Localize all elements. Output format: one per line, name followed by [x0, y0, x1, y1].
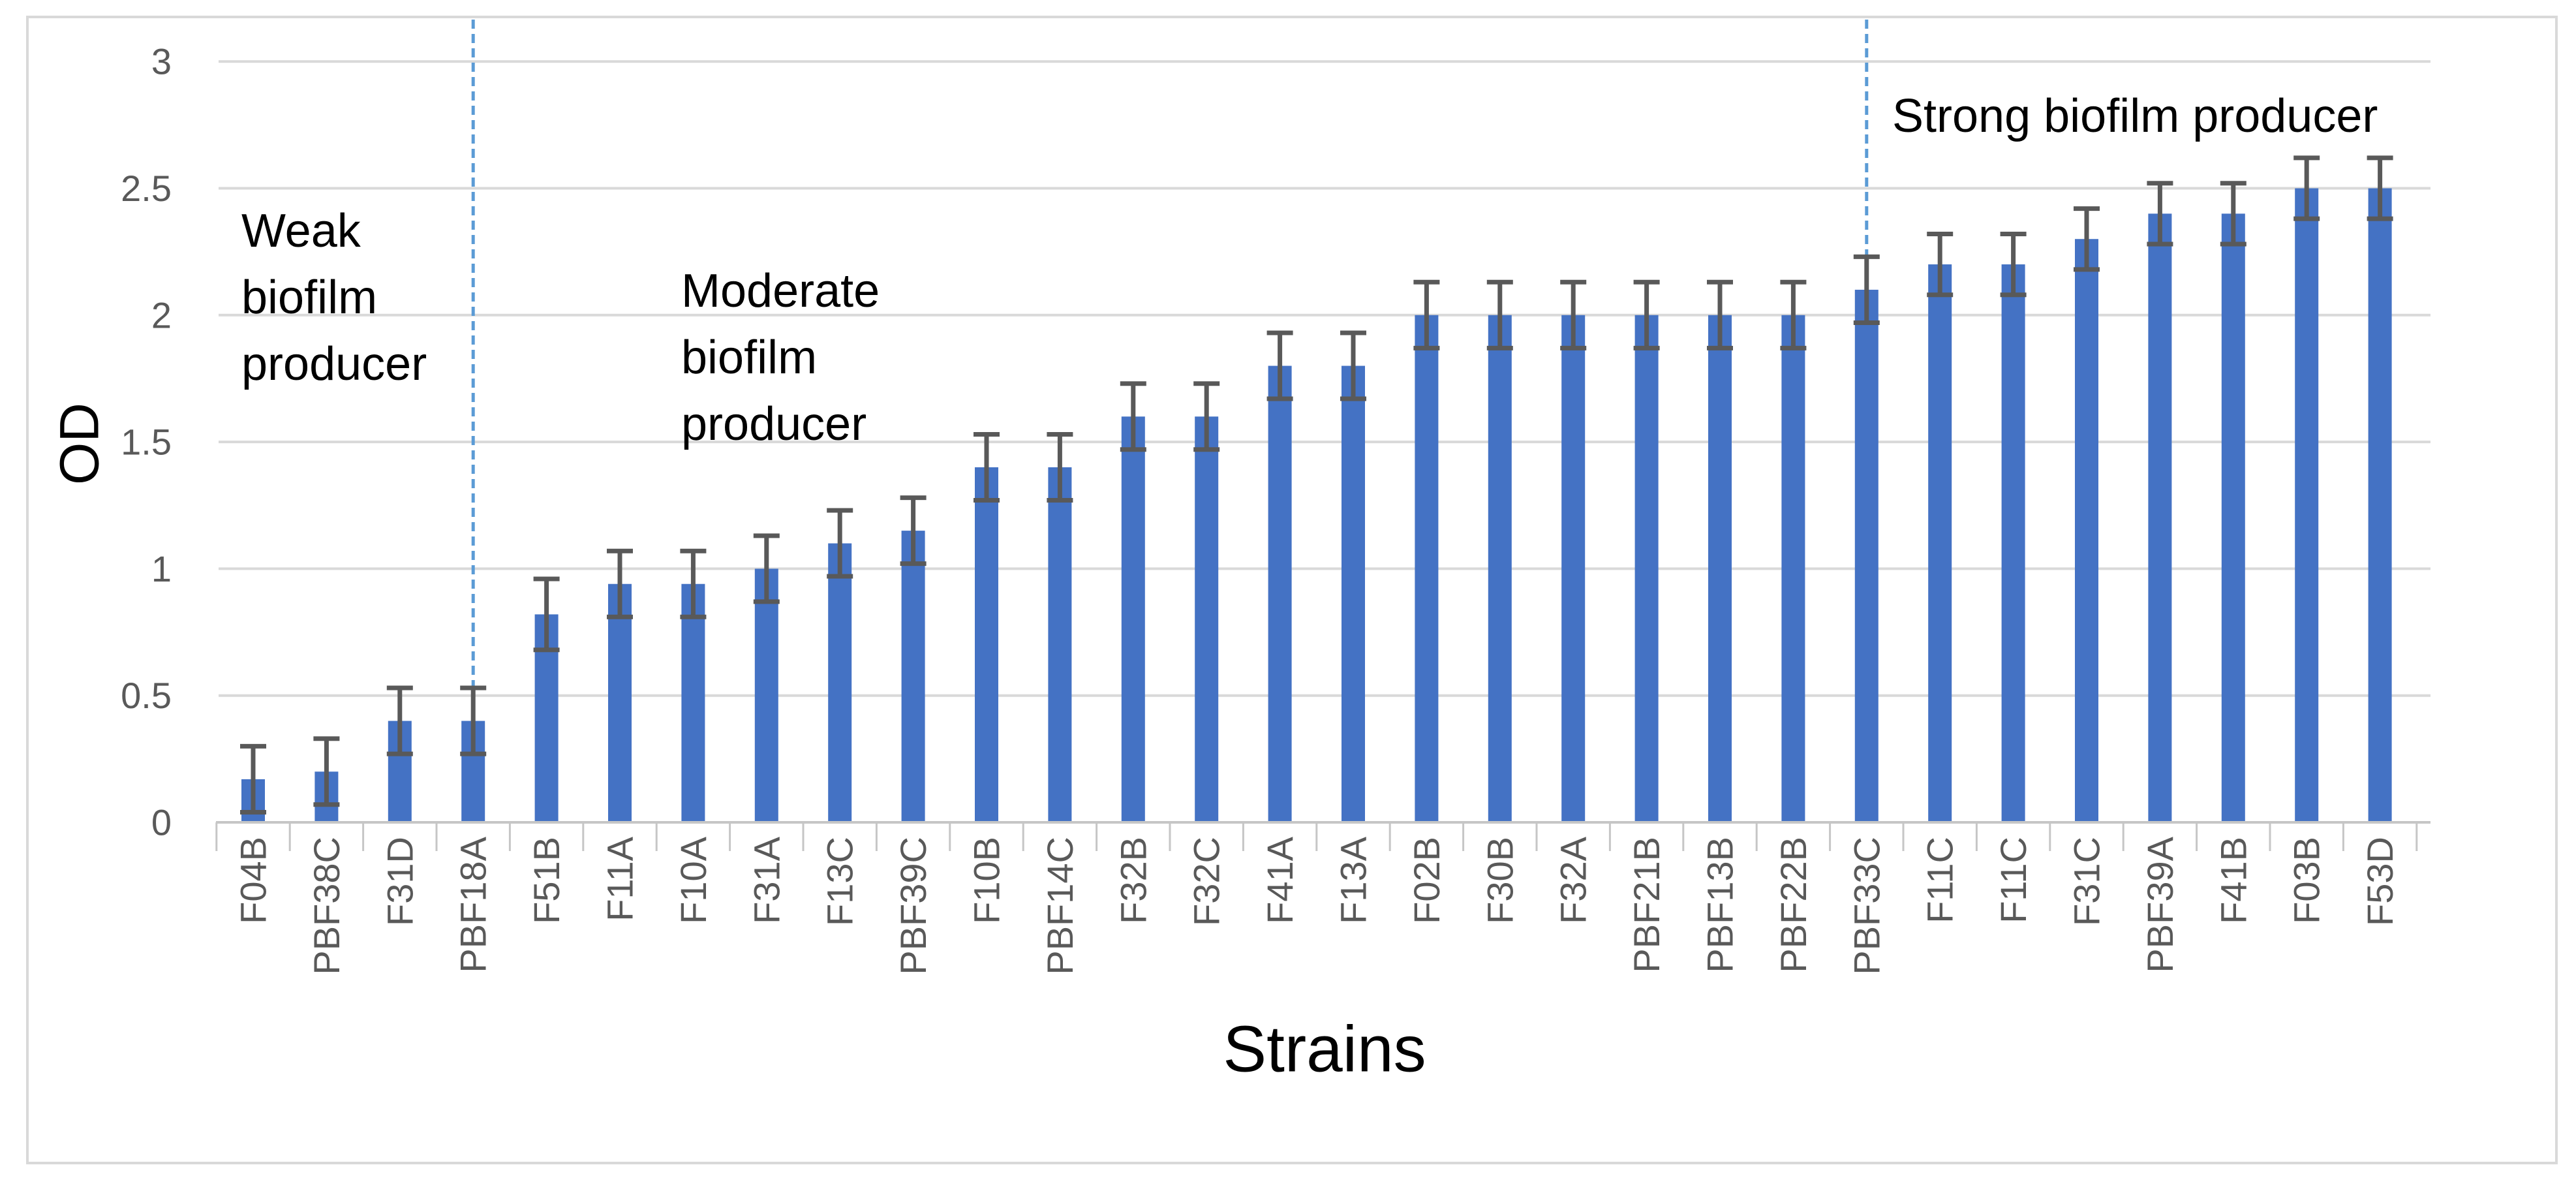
x-tick-label-F04B: F04B	[233, 837, 274, 924]
bar-F13A	[1342, 365, 1365, 822]
x-tick-label-F41B: F41B	[2213, 837, 2254, 924]
x-tick-label-F10B: F10B	[966, 837, 1007, 924]
bar-F32C	[1195, 416, 1219, 822]
x-tick-label-PBF33C: PBF33C	[1846, 837, 1887, 975]
bar-PBF13B	[1708, 315, 1732, 822]
x-tick-label-PBF22B: PBF22B	[1773, 837, 1814, 973]
x-tick-label-F41A: F41A	[1259, 836, 1300, 924]
x-tick-label-PBF18A: PBF18A	[453, 836, 494, 972]
annotation-line: producer	[241, 338, 427, 390]
x-tick-label-F03B: F03B	[2286, 837, 2327, 924]
x-axis-title: Strains	[1223, 1012, 1426, 1086]
x-tick-label-F32C: F32C	[1186, 837, 1227, 926]
bar-PBF39A	[2148, 213, 2172, 822]
y-tick-label: 2.5	[121, 168, 172, 209]
annotation-moderate-biofilm: Moderate biofilm producer	[681, 258, 880, 458]
y-tick-label: 0.5	[121, 675, 172, 716]
x-tick-label-F10A: F10A	[673, 836, 714, 924]
x-tick-label-F51B: F51B	[526, 837, 567, 924]
x-tick-label-PBF39A: PBF39A	[2139, 836, 2181, 972]
annotation-line: biofilm	[241, 272, 378, 324]
annotation-strong-biofilm: Strong biofilm producer	[1892, 90, 2378, 142]
annotation-line: biofilm	[681, 332, 818, 384]
x-tick-label-PBF38C: PBF38C	[306, 837, 347, 975]
bar-F11A	[608, 583, 632, 822]
bar-F03B	[2295, 188, 2319, 822]
x-tick-label-F02B: F02B	[1406, 837, 1447, 924]
bar-F11C	[1928, 264, 1952, 823]
bar-F41A	[1268, 365, 1292, 822]
chart-figure-border	[26, 16, 2558, 1164]
x-tick-label-PBF39C: PBF39C	[893, 837, 934, 975]
bar-F10B	[975, 467, 998, 822]
bar-PBF33C	[1854, 289, 1878, 822]
x-tick-label-F13C: F13C	[820, 837, 861, 926]
x-tick-label-PBF13B: PBF13B	[1700, 837, 1741, 973]
bar-F31C	[2075, 239, 2098, 823]
x-tick-label-F31A: F31A	[746, 836, 787, 924]
x-tick-label-PBF14C: PBF14C	[1039, 837, 1081, 975]
y-tick-label: 0	[151, 802, 172, 843]
x-tick-label-F53D: F53D	[2359, 837, 2400, 926]
y-axis-title: OD	[48, 403, 110, 485]
x-tick-label-F13A: F13A	[1333, 836, 1374, 924]
bar-F02B	[1415, 315, 1439, 822]
bar-F53D	[2368, 188, 2392, 822]
x-tick-label-F11A: F11A	[600, 836, 641, 921]
x-tick-label-F30B: F30B	[1479, 837, 1520, 924]
x-tick-label-F11C: F11C	[1993, 837, 2034, 924]
bar-F30B	[1488, 315, 1512, 822]
bar-F32B	[1121, 416, 1145, 822]
bar-F31A	[754, 568, 778, 822]
x-tick-label-F32B: F32B	[1112, 837, 1154, 924]
annotation-line: Weak	[241, 205, 361, 257]
bar-F32A	[1561, 315, 1586, 822]
x-tick-label-F31C: F31C	[2066, 837, 2108, 926]
annotation-line: Moderate	[681, 265, 880, 317]
bar-F13C	[828, 543, 852, 822]
x-tick-label-PBF21B: PBF21B	[1626, 837, 1667, 973]
bar-F41B	[2221, 213, 2245, 822]
bar-PBF22B	[1781, 315, 1805, 822]
y-tick-label: 1	[151, 548, 172, 589]
bar-PBF39C	[901, 531, 925, 822]
bar-PBF21B	[1634, 315, 1659, 822]
x-tick-label-F11C: F11C	[1920, 837, 1961, 924]
annotation-weak-biofilm: Weak biofilm producer	[241, 198, 427, 397]
bar-F11C	[2001, 264, 2025, 823]
x-tick-label-F31D: F31D	[379, 837, 420, 926]
bar-PBF14C	[1048, 467, 1072, 822]
bar-F10A	[681, 583, 705, 822]
x-tick-label-F32A: F32A	[1553, 836, 1594, 924]
y-tick-label: 2	[151, 294, 172, 335]
annotation-line: producer	[681, 398, 867, 450]
y-tick-label: 1.5	[121, 422, 172, 463]
y-tick-label: 3	[151, 41, 172, 82]
